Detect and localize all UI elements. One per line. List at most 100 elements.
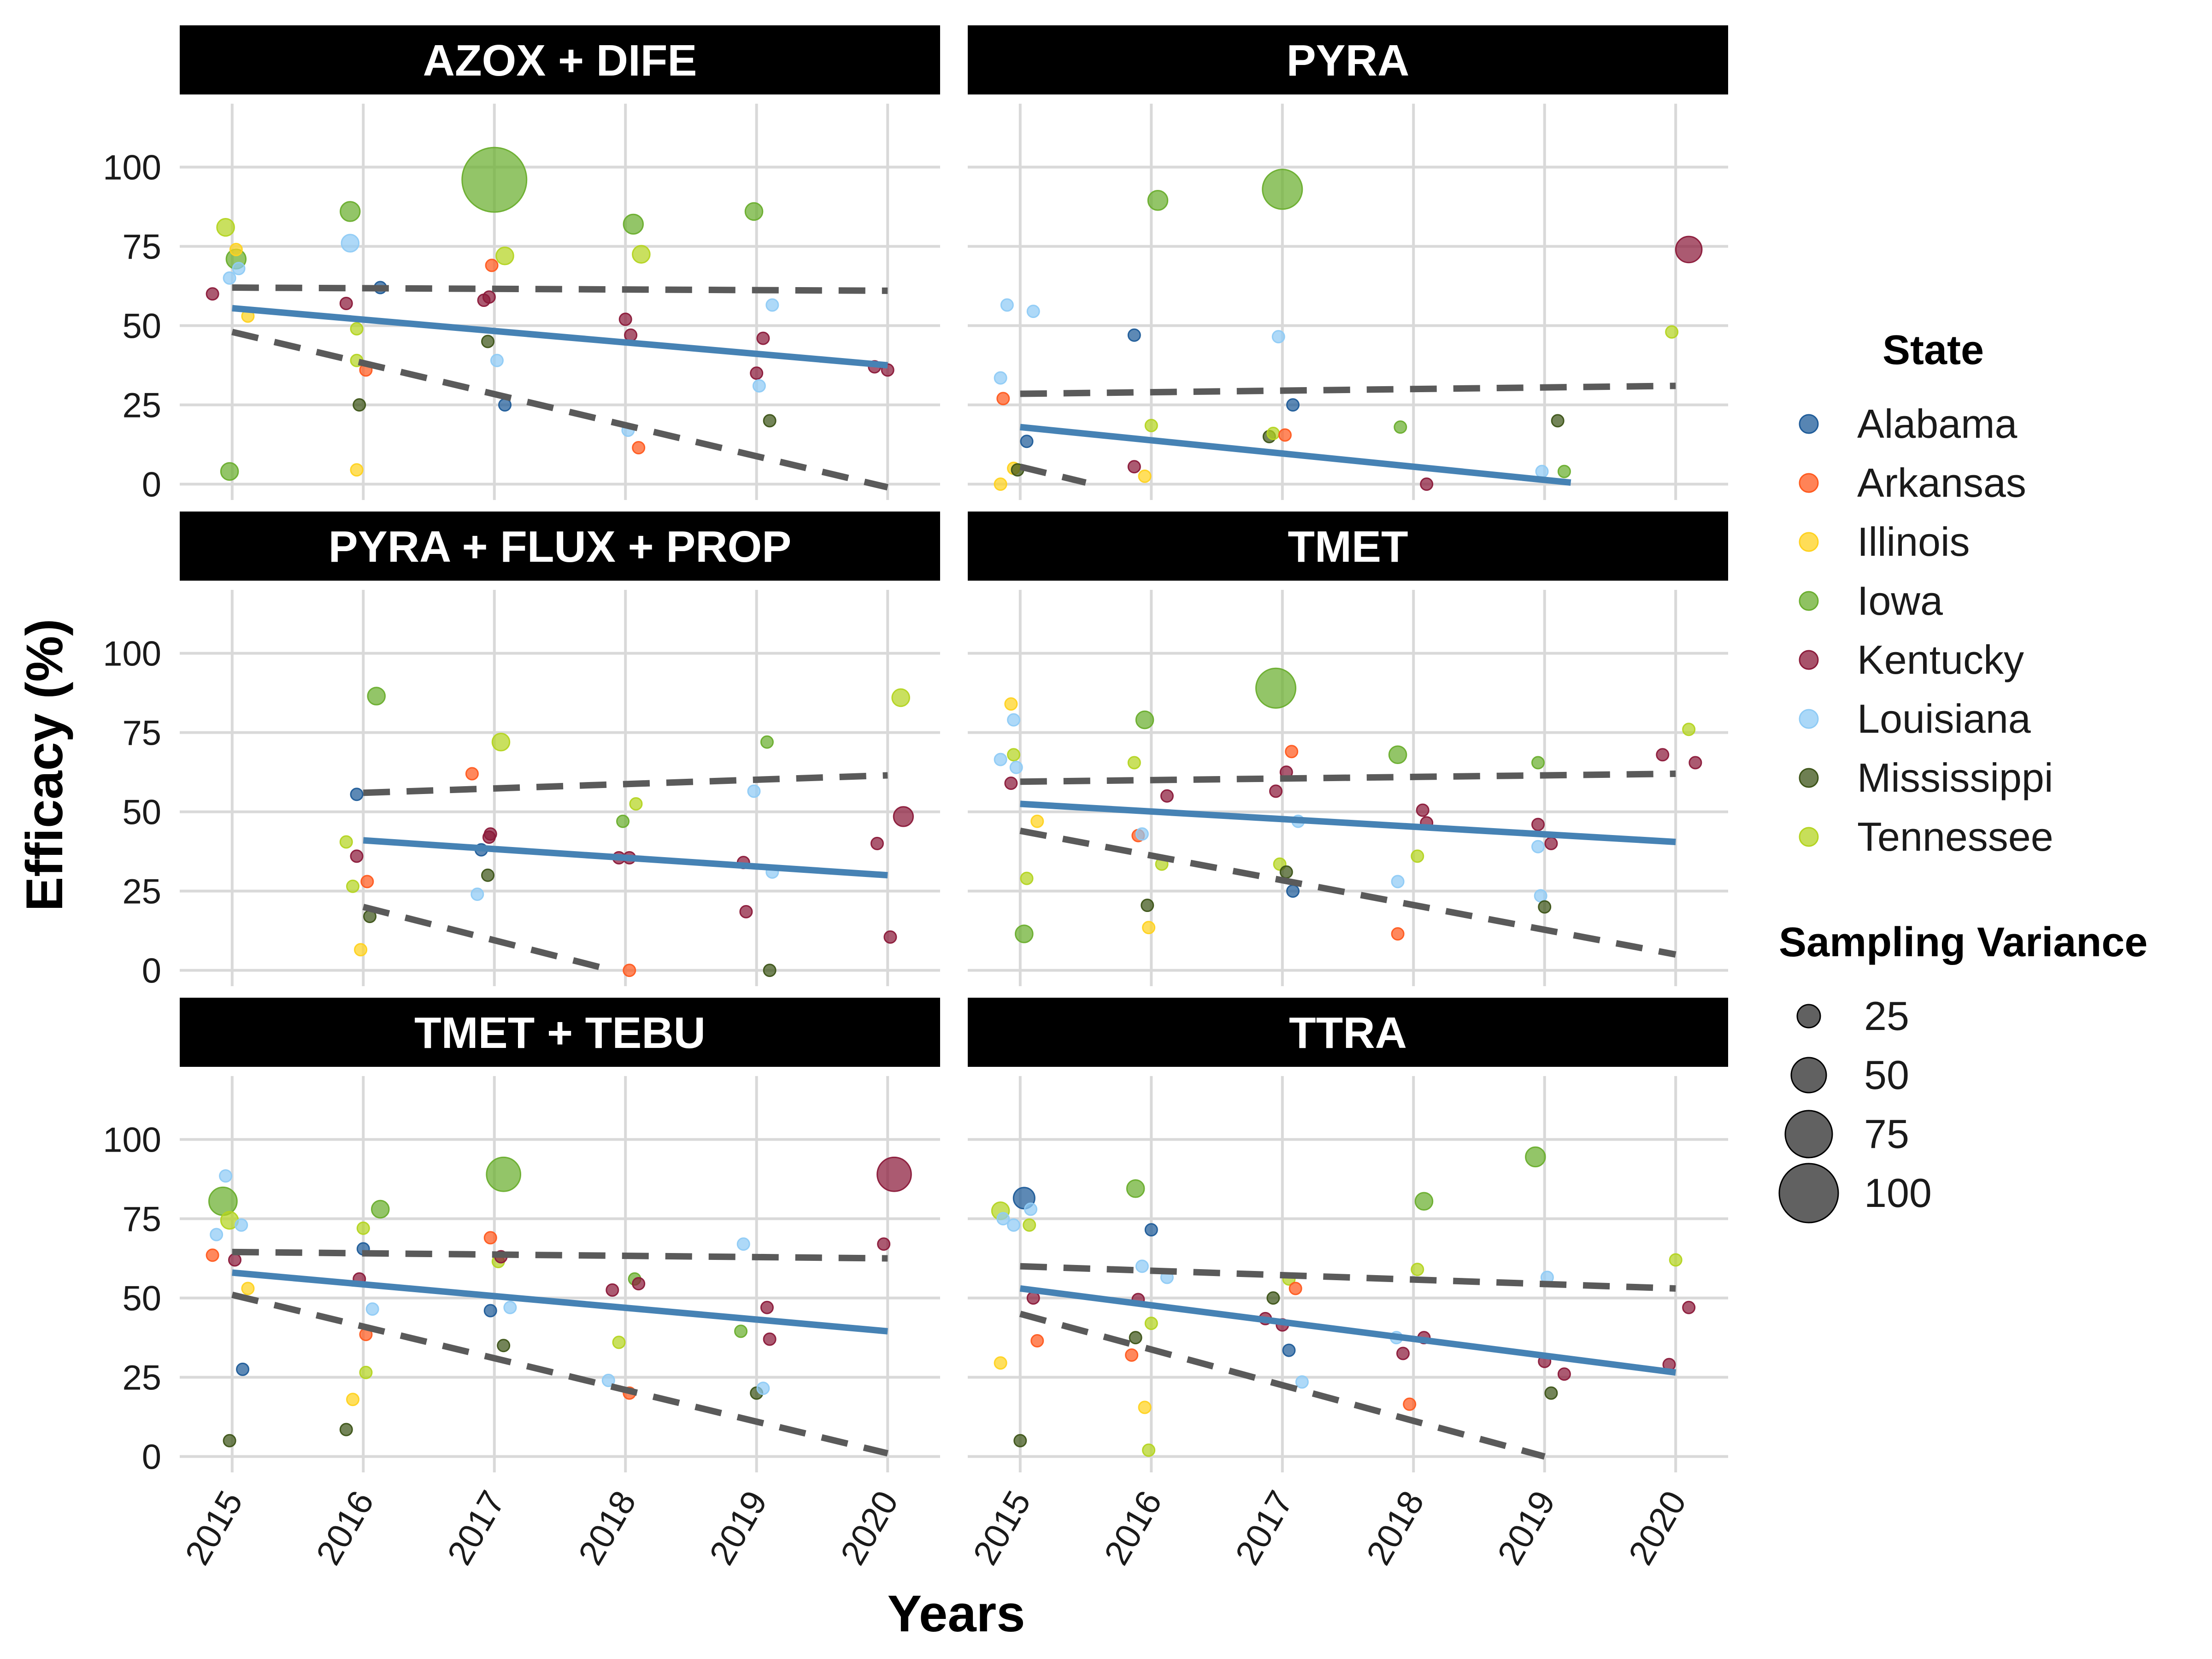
data-point [1288, 1282, 1302, 1295]
gridlines [968, 590, 1728, 986]
data-point [996, 392, 1010, 406]
strip-background [180, 512, 940, 581]
strip-title: PYRA + FLUX + PROP [329, 522, 792, 571]
strip-title: AZOX + DIFE [423, 36, 697, 85]
data-point [1656, 748, 1670, 762]
data-point [1682, 1300, 1696, 1314]
legend-size-title: Sampling Variance [1779, 919, 2147, 965]
strip-background [968, 512, 1728, 581]
strip-background [968, 25, 1728, 94]
panel-content [994, 667, 1702, 958]
data-point [1138, 1400, 1152, 1414]
data-point [1262, 169, 1303, 210]
panels: AZOX + DIFE 0 25 50 75 100 PYRA PYRA + FLUX + P… [103, 25, 1728, 1571]
panel: PYRA [968, 25, 1728, 500]
data-point [1127, 328, 1141, 342]
data-point [483, 827, 497, 841]
data-point [1126, 1179, 1145, 1198]
data-point [1271, 330, 1285, 344]
panel: AZOX + DIFE 0 25 50 75 100 [103, 25, 940, 505]
data-point [481, 868, 495, 882]
data-point [340, 201, 361, 222]
data-point [1135, 827, 1149, 841]
data-point [223, 1434, 236, 1447]
data-point [346, 1393, 360, 1406]
data-point [870, 836, 884, 850]
data-point [491, 732, 511, 752]
data-point [371, 1200, 390, 1219]
y-tick-label: 50 [122, 1279, 161, 1318]
legend-state-swatch [1799, 414, 1819, 434]
data-point [365, 1302, 379, 1316]
data-point [994, 371, 1007, 385]
y-tick-label: 75 [122, 714, 161, 753]
lower-interval-line [1019, 463, 1087, 486]
data-point [350, 788, 364, 801]
panel-content [206, 1156, 912, 1457]
data-point [623, 213, 644, 235]
y-tick-label: 25 [122, 1359, 161, 1398]
data-point [1266, 427, 1280, 441]
legend-state-label: Mississippi [1857, 755, 2053, 800]
data-point [465, 767, 479, 781]
data-point [360, 875, 374, 888]
panel-content [206, 147, 894, 491]
lower-interval-line [1019, 828, 1677, 958]
data-point [354, 943, 368, 957]
strip-background [180, 25, 940, 94]
data-point [763, 964, 777, 977]
data-point [1531, 756, 1545, 770]
y-tick-label: 0 [142, 1438, 161, 1477]
data-point [1030, 1334, 1044, 1347]
data-point [1416, 803, 1430, 817]
data-point [1144, 1317, 1158, 1330]
data-point [763, 414, 777, 428]
y-tick-label: 100 [103, 635, 161, 674]
data-point [612, 1335, 626, 1349]
y-tick-label: 75 [122, 1200, 161, 1239]
data-point [210, 1228, 224, 1241]
data-point [1391, 927, 1405, 941]
data-point [1295, 1375, 1309, 1389]
data-point [339, 296, 353, 310]
upper-interval-line [1020, 771, 1676, 785]
data-point [1255, 667, 1297, 709]
data-point [339, 835, 353, 849]
legend-state-label: Tennessee [1857, 814, 2053, 859]
y-tick-label: 25 [122, 386, 161, 425]
lower-interval-line [1019, 1311, 1546, 1460]
data-point [756, 1382, 770, 1395]
data-point [350, 849, 364, 863]
data-point [1007, 748, 1021, 762]
data-point [490, 353, 504, 367]
data-point [1682, 723, 1696, 736]
data-point [350, 463, 364, 477]
data-point [1160, 789, 1174, 803]
data-point [623, 964, 636, 977]
fitted-trend-line [232, 305, 888, 369]
data-point [223, 271, 236, 285]
data-point [994, 753, 1007, 766]
data-point [606, 1283, 619, 1297]
data-point [482, 290, 496, 304]
data-point [339, 1423, 353, 1436]
data-point [206, 287, 219, 301]
legend-state-swatch [1799, 532, 1819, 552]
data-point [1269, 784, 1283, 798]
data-point [632, 441, 646, 454]
upper-interval-line [1020, 382, 1676, 397]
data-point [739, 905, 753, 918]
data-point [483, 1304, 497, 1318]
data-point [756, 331, 770, 345]
upper-interval-line [232, 284, 888, 294]
data-point [1009, 760, 1023, 774]
data-point [1141, 899, 1154, 912]
data-point [1023, 1218, 1036, 1232]
data-point [1015, 924, 1034, 943]
panel-content [994, 169, 1703, 491]
legend-states: Alabama Arkansas Illinois Iowa Kentucky Louis… [1799, 401, 2053, 859]
fitted-trend-line [363, 837, 888, 879]
data-point [893, 806, 914, 827]
upper-interval-line [363, 772, 888, 796]
